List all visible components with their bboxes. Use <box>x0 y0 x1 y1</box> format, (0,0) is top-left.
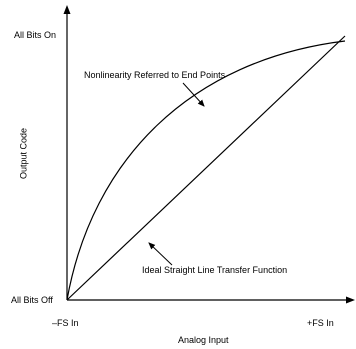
y-bottom-label: All Bits Off <box>11 295 53 305</box>
curve-annotation: Nonlinearity Referred to End Points <box>84 70 226 80</box>
y-axis-arrow-icon <box>63 5 71 14</box>
y-top-label: All Bits On <box>14 30 57 40</box>
line-annotation: Ideal Straight Line Transfer Function <box>142 265 288 275</box>
x-left-label: –FS In <box>52 318 79 328</box>
x-axis-arrow-icon <box>346 296 355 304</box>
x-axis-label: Analog Input <box>178 335 229 345</box>
line-annotation-arrow <box>148 242 173 266</box>
ideal-straight-line <box>66 35 346 301</box>
y-axis-label: Output Code <box>18 127 29 180</box>
x-right-label: +FS In <box>307 318 334 328</box>
curve-annotation-arrow <box>182 82 205 107</box>
nonlinear-transfer-curve <box>66 40 346 301</box>
